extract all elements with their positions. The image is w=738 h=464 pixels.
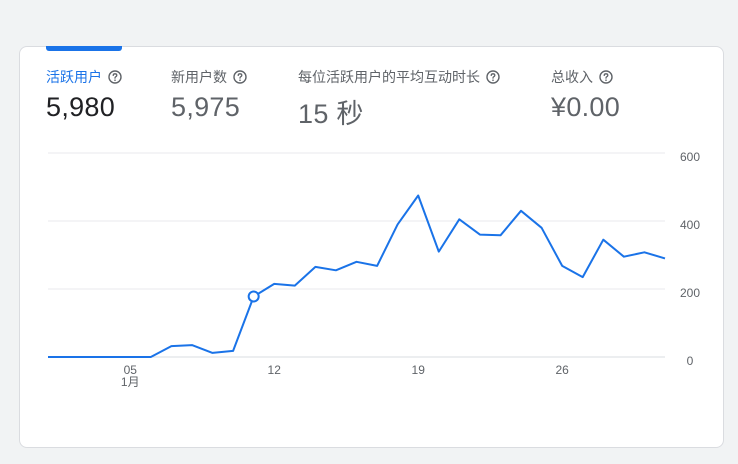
metric-label: 每位活跃用户的平均互动时长 [298,69,480,85]
highlight-point [247,290,260,303]
help-circle-icon[interactable] [233,70,247,84]
metric-label: 总收入 [551,69,593,85]
metric-value: ¥0.00 [551,92,621,122]
metric-value: 15 秒 [298,99,364,129]
y-tick-label: 400 [680,218,700,232]
help-circle-icon[interactable] [599,70,613,84]
help-circle-icon[interactable] [108,70,122,84]
x-tick-label: 05 [124,363,138,377]
metric-value: 5,980 [46,92,116,122]
help-circle-icon[interactable] [486,70,500,84]
x-tick-sublabel: 1月 [121,375,140,389]
metric-tab-new-users[interactable]: 新用户数 5,975 [171,66,247,123]
metric-value: 5,975 [171,92,241,122]
y-tick-label: 600 [680,150,700,164]
y-tick-label: 200 [680,286,700,300]
series-line [48,194,666,358]
x-tick-label: 19 [412,363,426,377]
y-tick-label: 0 [687,354,694,368]
metric-tab-avg-engagement-time[interactable]: 每位活跃用户的平均互动时长 15 秒 [298,66,500,131]
metric-label: 新用户数 [171,69,227,85]
metric-tab-active-users[interactable]: 活跃用户 5,980 [46,66,122,123]
x-tick-label: 26 [555,363,569,377]
metric-label: 活跃用户 [46,69,102,85]
active-metric-indicator [46,46,122,51]
report-card [19,46,724,448]
x-tick-label: 12 [268,363,282,377]
metric-tab-total-revenue[interactable]: 总收入 ¥0.00 [551,66,620,123]
